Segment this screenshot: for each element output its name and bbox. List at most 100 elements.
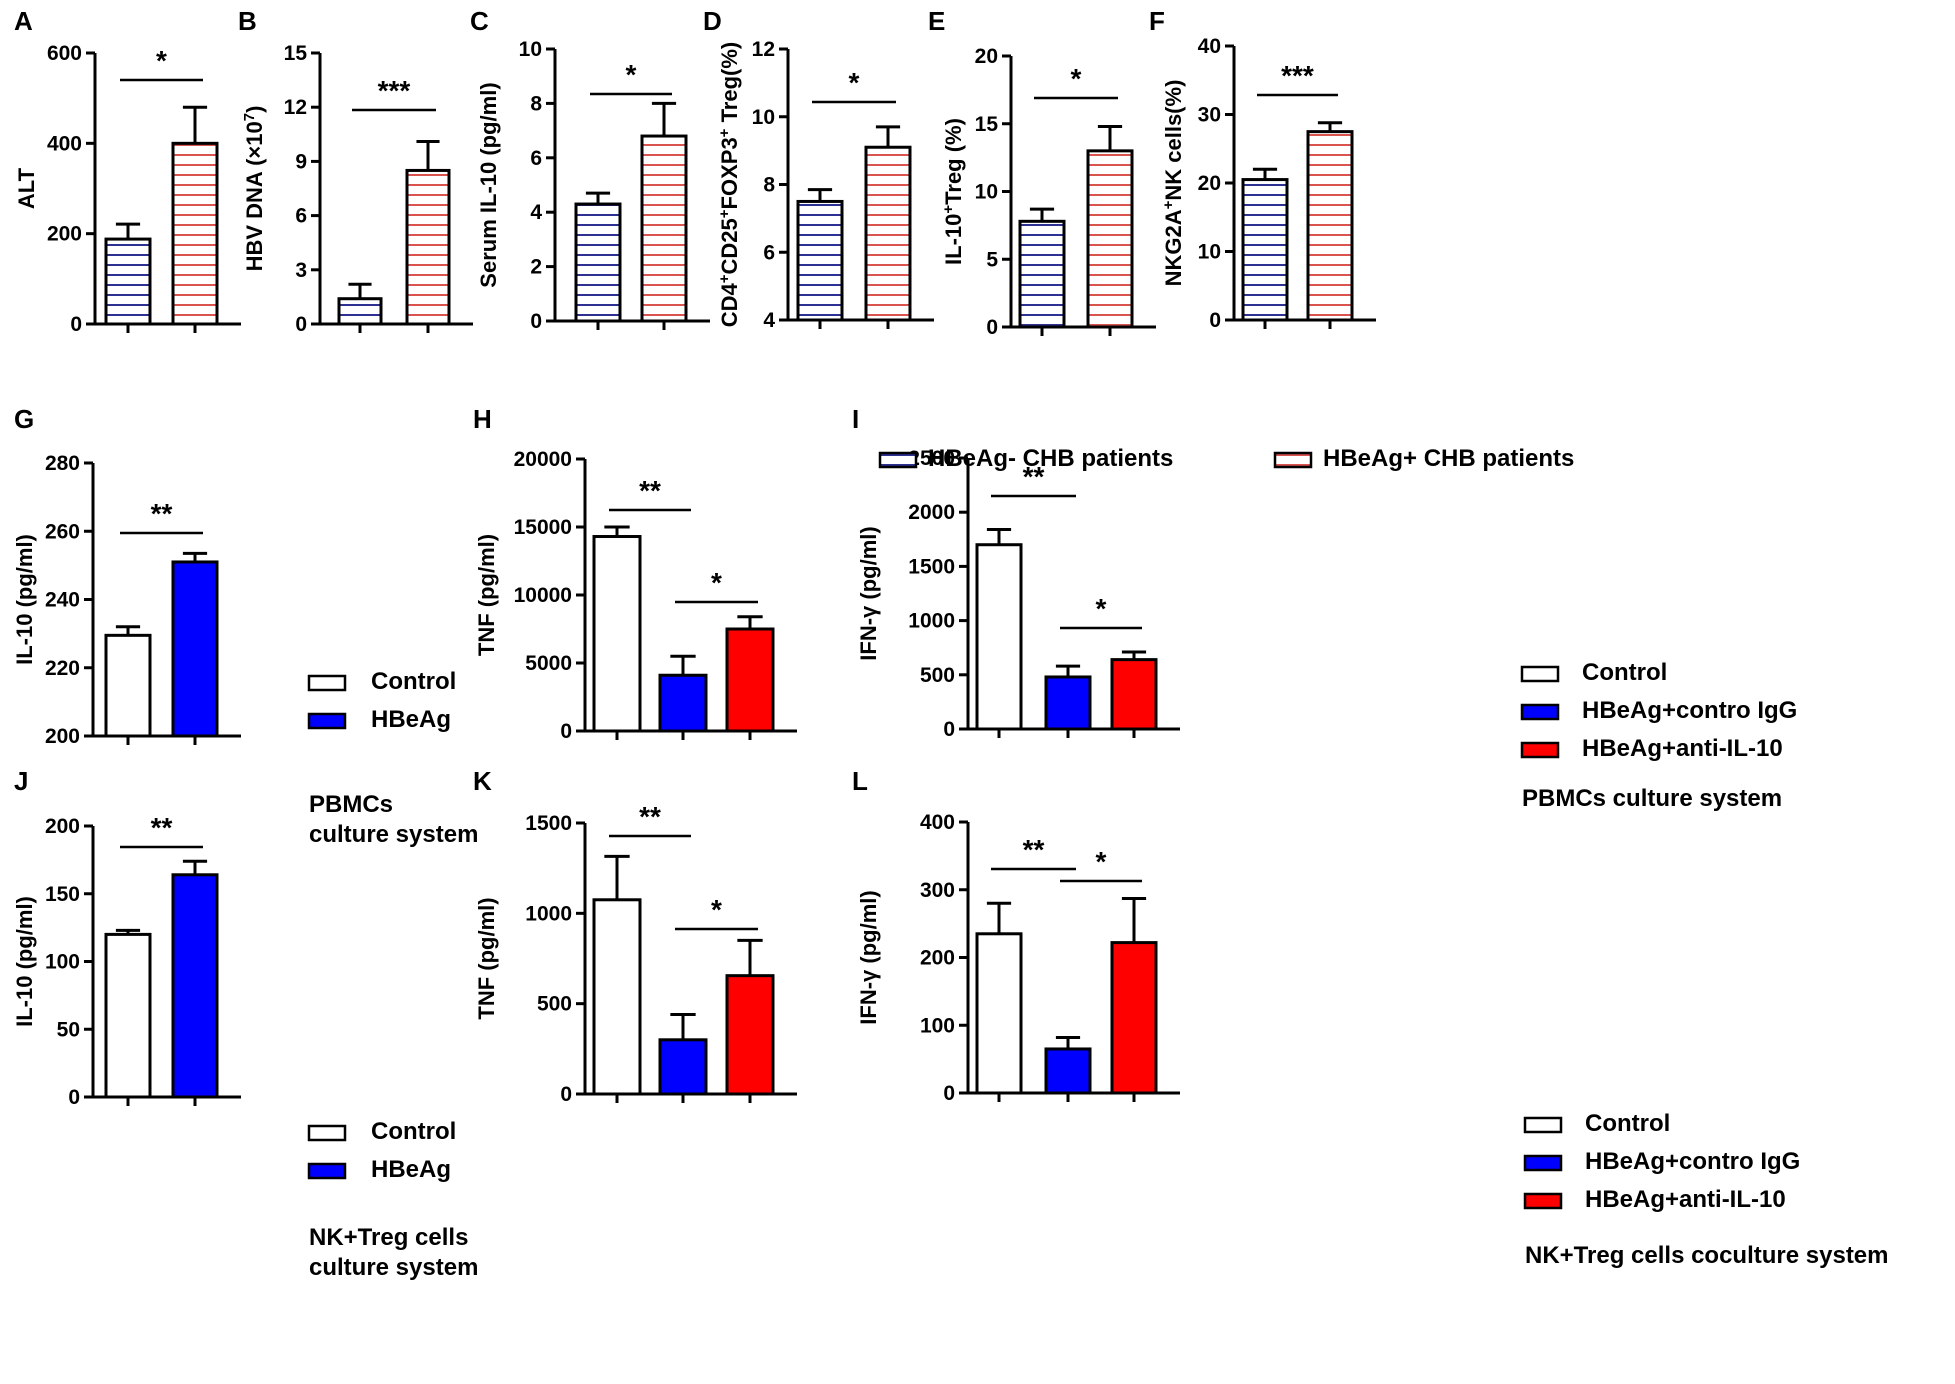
y-tick-label: 10 bbox=[752, 106, 775, 129]
y-tick-label: 220 bbox=[45, 657, 80, 680]
y-tick-label: 3 bbox=[295, 259, 307, 282]
panel-j: J 0 50 100 150 200 IL-10 (pg/ml) ** bbox=[12, 766, 241, 1109]
significance-label: * bbox=[1071, 63, 1082, 94]
y-axis-label-part: IL-10 bbox=[941, 214, 966, 265]
bar-blue-stripe bbox=[337, 297, 383, 326]
y-tick-label: 6 bbox=[295, 205, 307, 228]
legend-g: Control HBeAg PBMCs culture system bbox=[307, 668, 478, 848]
panel-f: F 0 10 20 30 40 NKG2A+NK cells(%) *** bbox=[1149, 6, 1376, 332]
y-axis-label-part: + bbox=[1160, 200, 1177, 209]
panel-letter: D bbox=[703, 6, 722, 36]
y-axis-label-part: NKG2A bbox=[1161, 209, 1186, 286]
y-tick-label: 9 bbox=[295, 150, 307, 173]
y-axis-label: TNF (pg/ml) bbox=[474, 534, 499, 656]
y-axis-label: NKG2A+NK cells(%) bbox=[1160, 80, 1187, 287]
bar-red-stripe bbox=[864, 145, 912, 322]
y-axis-label: IL-10 (pg/ml) bbox=[12, 896, 37, 1027]
bar-blue-stripe bbox=[1241, 178, 1289, 322]
y-tick-label: 0 bbox=[70, 313, 82, 336]
panel-letter: G bbox=[14, 404, 34, 434]
legend-swatch bbox=[1520, 665, 1560, 683]
y-axis-label-part: IL-10 (pg/ml) bbox=[12, 534, 37, 665]
significance-label: *** bbox=[1281, 60, 1314, 91]
legend-note: culture system bbox=[309, 821, 478, 848]
legend-l: Control HBeAg+contro IgG HBeAg+anti-IL-10 N… bbox=[1523, 1110, 1889, 1269]
y-axis-label-part: ) bbox=[242, 106, 267, 113]
panel-letter: C bbox=[470, 6, 489, 36]
significance-label: * bbox=[1096, 593, 1107, 624]
y-tick-label: 0 bbox=[1209, 309, 1221, 332]
bar-red bbox=[1110, 941, 1158, 1095]
panel-letter: H bbox=[473, 404, 492, 434]
legend-swatch bbox=[307, 674, 347, 692]
bar-red-stripe bbox=[640, 134, 688, 323]
bar-blue-stripe bbox=[796, 199, 844, 322]
significance-label: * bbox=[711, 567, 722, 598]
y-axis-label: CD4+CD25+FOXP3+ Treg(%) bbox=[716, 42, 743, 328]
y-axis-label-part: CD25 bbox=[717, 218, 742, 274]
y-axis-label-part: NK cells(%) bbox=[1161, 80, 1186, 201]
y-tick-label: 0 bbox=[986, 316, 998, 339]
y-tick-label: 400 bbox=[920, 811, 955, 834]
y-tick-label: 2 bbox=[530, 256, 542, 279]
significance-label: * bbox=[1096, 846, 1107, 877]
legend-swatch bbox=[307, 1162, 347, 1180]
y-axis-label-part: ALT bbox=[14, 167, 39, 209]
legend-label: HBeAg+anti-IL-10 bbox=[1585, 1186, 1786, 1213]
y-tick-label: 1500 bbox=[908, 555, 955, 578]
panel-letter: F bbox=[1149, 6, 1165, 36]
y-tick-label: 0 bbox=[530, 310, 542, 333]
y-tick-label: 100 bbox=[45, 951, 80, 974]
y-tick-label: 0 bbox=[560, 720, 572, 743]
significance-label: * bbox=[849, 67, 860, 98]
y-tick-label: 200 bbox=[47, 223, 82, 246]
y-tick-label: 5000 bbox=[525, 652, 572, 675]
significance-label: ** bbox=[1023, 461, 1045, 492]
significance-label: ** bbox=[1023, 834, 1045, 865]
legend-note: NK+Treg cells bbox=[309, 1224, 468, 1251]
y-tick-label: 280 bbox=[45, 452, 80, 475]
y-axis-label-part: IFN-γ (pg/ml) bbox=[856, 890, 881, 1024]
y-axis-label-part: TNF (pg/ml) bbox=[474, 897, 499, 1019]
legend-swatch bbox=[1520, 703, 1560, 721]
y-tick-label: 8 bbox=[530, 92, 542, 115]
bar-blue-stripe bbox=[574, 202, 622, 323]
y-tick-label: 600 bbox=[47, 42, 82, 65]
y-axis-label-part: 7 bbox=[241, 113, 258, 121]
legend-label: HBeAg+ CHB patients bbox=[1323, 445, 1574, 472]
y-tick-label: 12 bbox=[284, 96, 307, 119]
y-tick-label: 400 bbox=[47, 132, 82, 155]
legend-swatch bbox=[878, 451, 918, 469]
y-tick-label: 12 bbox=[752, 38, 775, 61]
bar-blue bbox=[1044, 1047, 1092, 1095]
panel-letter: A bbox=[14, 6, 33, 36]
y-tick-label: 150 bbox=[45, 883, 80, 906]
y-axis-label: IFN-γ (pg/ml) bbox=[856, 890, 881, 1024]
y-tick-label: 100 bbox=[920, 1014, 955, 1037]
bar-blue-stripe bbox=[1018, 219, 1066, 329]
y-tick-label: 30 bbox=[1198, 104, 1221, 127]
bar-blue bbox=[658, 673, 708, 733]
legends-layer: HBeAg- CHB patients HBeAg+ CHB patients Co… bbox=[307, 445, 1889, 1281]
significance-label: ** bbox=[639, 801, 661, 832]
panel-letter: E bbox=[928, 6, 945, 36]
panel-letter: L bbox=[852, 766, 868, 796]
panel-letter: K bbox=[473, 766, 492, 796]
y-axis-label: IL-10 (pg/ml) bbox=[12, 534, 37, 665]
bar-blue bbox=[658, 1038, 708, 1096]
legend-note: NK+Treg cells coculture system bbox=[1525, 1242, 1889, 1269]
y-tick-label: 15 bbox=[975, 113, 999, 136]
y-tick-label: 10000 bbox=[514, 584, 572, 607]
y-tick-label: 4 bbox=[530, 201, 542, 224]
y-axis-label-part: IFN-γ (pg/ml) bbox=[856, 526, 881, 660]
bar-white bbox=[592, 535, 642, 733]
legend-note: PBMCs bbox=[309, 791, 393, 818]
y-tick-label: 260 bbox=[45, 520, 80, 543]
bar-red-stripe bbox=[405, 168, 451, 326]
y-axis-label-part: + bbox=[716, 128, 733, 137]
significance-label: * bbox=[626, 59, 637, 90]
y-tick-label: 10 bbox=[975, 181, 998, 204]
y-axis-label: ALT bbox=[14, 167, 39, 209]
bar-red-stripe bbox=[1086, 149, 1134, 329]
